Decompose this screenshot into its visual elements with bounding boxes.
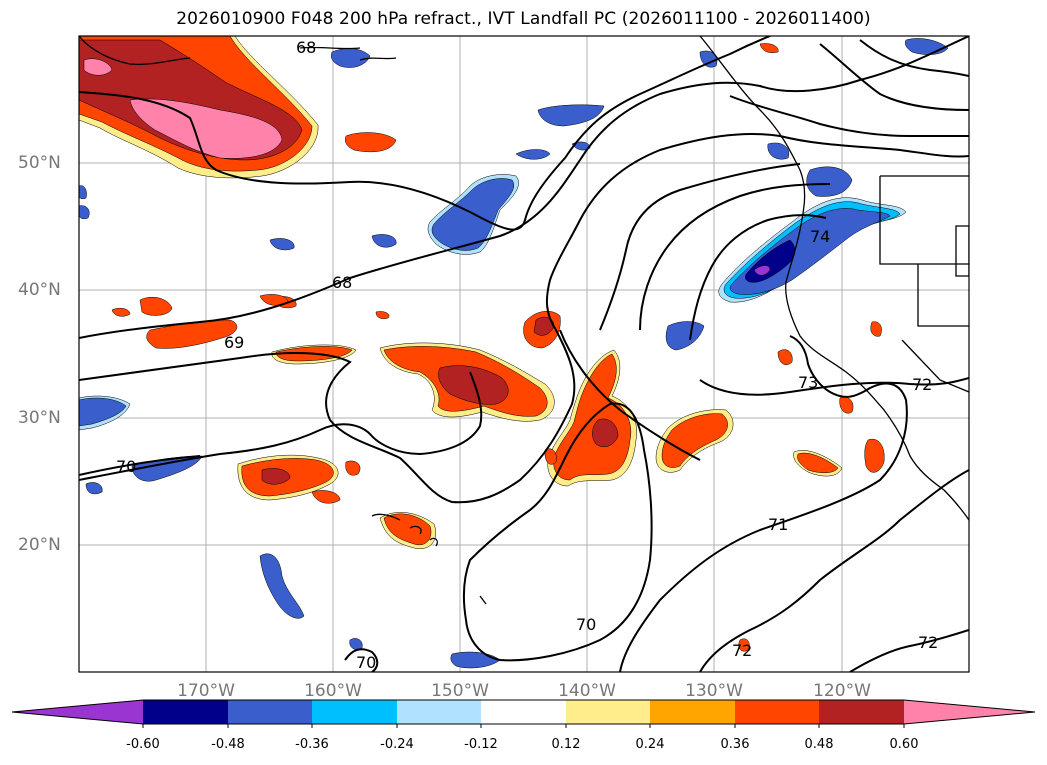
colorbar-tick: 0.36 [720,737,750,752]
lat-label-50n: 50°N [18,153,61,173]
contour-label: 74 [810,227,830,246]
lon-label-130w: 130°W [685,681,743,701]
colorbar-seg-5 [481,700,566,724]
colorbar-tick: -0.48 [211,737,245,752]
contour-label: 70 [356,653,376,672]
lon-label-120w: 120°W [813,681,871,701]
colorbar-seg-10 [904,700,1035,724]
contour-label: 68 [332,273,352,292]
colorbar-tick: -0.24 [380,737,414,752]
lat-label-30n: 30°N [18,408,61,428]
refractivity-contours [79,36,969,672]
contour-label: 70 [576,615,596,634]
contour-label: 72 [912,375,932,394]
anomaly-west-40n [139,297,173,316]
contour-label: 72 [732,641,752,660]
contour-label: 72 [918,633,938,652]
lon-label-140w: 140°W [558,681,616,701]
colorbar-tick: -0.12 [464,737,498,752]
contour-label: 68 [296,38,316,57]
map-title: 2026010900 F048 200 hPa refract., IVT La… [176,9,871,29]
colorbar-tick: -0.60 [126,737,160,752]
colorbar [11,699,1036,728]
colorbar-seg-9 [819,700,904,724]
lat-label-40n: 40°N [18,280,61,300]
contour-label: 70 [116,457,136,476]
colorbar-seg-3 [312,700,397,724]
contour-label: 71 [768,515,788,534]
lon-label-150w: 150°W [431,681,489,701]
gridlines [79,36,969,672]
lon-label-160w: 160°W [304,681,362,701]
colorbar-seg-7 [650,700,735,724]
colorbar-seg-4 [397,700,481,724]
colorbar-seg-8 [735,700,819,724]
colorbar-tick: 0.48 [804,737,834,752]
colorbar-seg-1 [143,700,228,724]
colorbar-tick: 0.60 [889,737,919,752]
positive-anomalies [79,36,885,652]
colorbar-seg-2 [228,700,312,724]
lon-label-170w: 170°W [177,681,235,701]
contour-label: 69 [224,333,244,352]
colorbar-seg-6 [566,700,650,724]
colorbar-tick: -0.36 [295,737,329,752]
lat-label-20n: 20°N [18,535,61,555]
coastlines [79,36,969,605]
colorbar-seg-0 [12,700,143,724]
colorbar-tick: 0.24 [635,737,665,752]
plot-frame [78,35,970,673]
colorbar-tick: 0.12 [551,737,581,752]
contour-label: 73 [798,373,818,392]
